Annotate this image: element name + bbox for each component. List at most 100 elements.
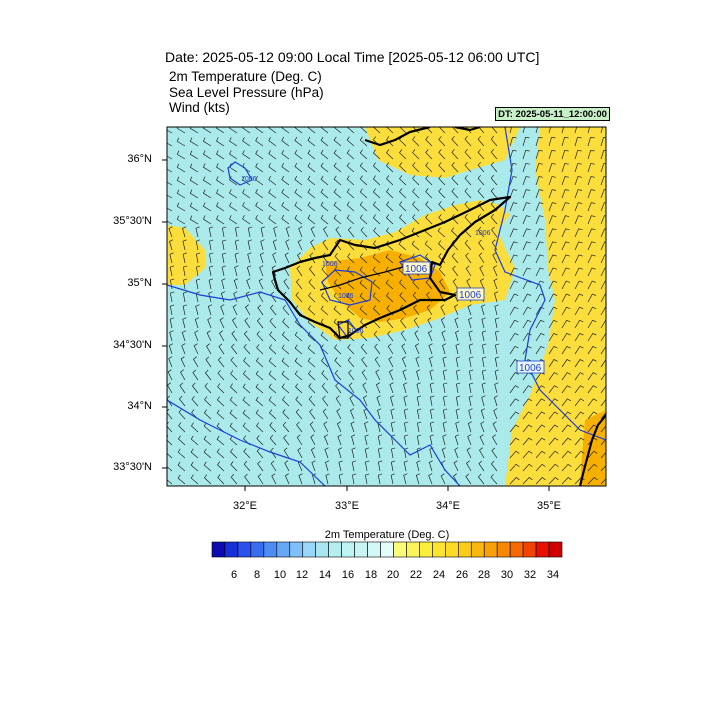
wind-barb [587,319,597,329]
wind-barb [509,319,519,329]
wind-barb [386,127,394,134]
wind-barb [168,226,173,238]
wind-barb [535,463,546,472]
wind-barb [294,331,303,342]
colorbar-tick: 24 [432,569,446,581]
wind-barb [509,202,518,212]
wind-barb [425,149,433,160]
wind-barb [372,149,381,160]
wind-barb [283,434,290,446]
colorbar-swatch [419,541,433,558]
wind-barb [178,395,186,407]
wind-barb [482,343,487,355]
subtitle-wind: Wind (kts) [169,100,230,115]
wind-barb [281,149,290,160]
wind-barb [574,267,583,277]
wind-barb [451,127,459,134]
wind-barb [189,202,199,212]
wind-barb [522,385,532,394]
wind-barb [359,201,368,212]
wind-barb [467,421,472,433]
wind-barb [176,202,186,212]
wind-barb [600,385,606,394]
wind-barb [400,330,407,342]
wind-barb [183,278,188,290]
wind-barb [587,332,597,342]
wind-barb [269,422,277,433]
wind-barb [454,434,459,446]
wind-barb [202,137,212,147]
wind-barb [281,201,290,212]
wind-barb [209,239,214,251]
wind-barb [561,228,570,238]
colorbar-tick: 14 [318,569,332,581]
wind-barb [243,357,251,368]
wind-barb [372,201,381,212]
wind-barb [222,239,227,251]
wind-barb [372,279,381,290]
wind-barb [372,175,381,186]
wind-barb [490,213,498,225]
wind-barb [359,149,368,160]
wind-barb [429,382,435,394]
wind-barb [415,473,420,485]
wind-barb [464,213,472,225]
wind-barb [230,473,238,485]
warm-region-east-coast [505,127,606,486]
isobar-cyprus-east [399,254,436,281]
wind-barb [600,127,604,134]
wind-barb [481,395,486,407]
wind-barb [403,408,409,420]
wind-barb [400,317,407,329]
wind-barb [320,292,329,303]
wind-barb [242,215,251,225]
wind-barb [600,176,606,186]
wind-barb [216,176,225,186]
wind-barb [442,356,447,368]
wind-barb [386,188,394,199]
wind-barb [600,464,606,472]
wind-barb [257,473,264,485]
lon-label: 32°E [233,500,257,512]
wind-barb [522,450,533,459]
wind-barb [351,460,357,472]
wind-barb [441,447,446,459]
wind-barb [522,398,533,407]
wind-barb [561,189,570,199]
wind-barb [388,369,394,381]
wind-barb [574,411,585,420]
colorbar-tick: 30 [500,569,514,581]
wind-barb [230,356,238,368]
colorbar-tick: 28 [477,569,491,581]
wind-barb [600,241,606,251]
wind-barb [398,240,407,251]
wind-barb [464,148,472,160]
wind-barb [600,359,606,368]
wind-barb [455,330,460,342]
wind-barb [574,215,583,225]
wind-barb [417,421,422,433]
wind-barb [309,421,316,433]
wind-barb [428,473,433,485]
wind-barb [440,317,446,329]
wind-barb [522,254,531,264]
wind-barb [270,291,277,303]
wind-barb [561,293,571,303]
wind-barb [203,448,212,459]
wind-barb [229,215,238,225]
wind-barb [466,278,472,290]
wind-barb [451,136,459,147]
wind-barb [535,241,544,251]
wind-barb [229,176,238,186]
wind-barb [218,343,225,355]
wind-barb [492,252,498,264]
wind-barb [242,422,251,433]
wind-barb [478,252,485,264]
wind-barb [509,280,519,290]
wind-barb [308,395,316,407]
wind-barb [269,331,277,342]
wind-barb [574,202,583,212]
wind-barb [364,447,370,459]
wind-barb [374,343,381,355]
wind-barb [176,163,186,173]
